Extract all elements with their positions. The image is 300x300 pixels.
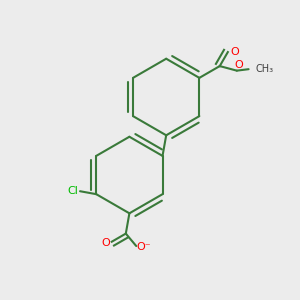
Text: O: O: [230, 47, 239, 57]
Text: CH₃: CH₃: [255, 64, 274, 74]
Text: Cl: Cl: [67, 186, 78, 196]
Text: O⁻: O⁻: [136, 242, 151, 253]
Text: O: O: [101, 238, 110, 248]
Text: O: O: [235, 60, 244, 70]
